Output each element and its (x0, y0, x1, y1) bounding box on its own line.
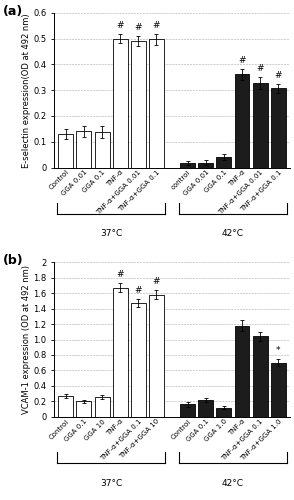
Bar (216, 157, 231, 168)
Text: #: # (116, 21, 124, 30)
Text: #: # (153, 277, 160, 286)
Bar (198, 400, 213, 417)
Bar (76, 132, 91, 168)
Text: #: # (256, 64, 264, 72)
Text: (b): (b) (2, 254, 23, 268)
Bar (216, 408, 231, 417)
Text: #: # (135, 22, 142, 32)
Bar (180, 404, 195, 417)
Bar (149, 39, 164, 168)
Bar (76, 402, 91, 417)
Text: #: # (116, 270, 124, 279)
Bar (58, 134, 73, 168)
Bar (253, 83, 268, 168)
Text: *: * (276, 346, 280, 355)
Bar (235, 326, 250, 417)
Text: #: # (238, 56, 246, 64)
Text: #: # (135, 286, 142, 295)
Bar (113, 288, 128, 417)
Bar (180, 163, 195, 168)
Bar (235, 74, 250, 168)
Bar (95, 396, 110, 417)
Bar (149, 294, 164, 417)
Bar (253, 336, 268, 417)
Bar (58, 396, 73, 417)
Bar (271, 362, 286, 417)
Text: 37°C: 37°C (100, 230, 122, 238)
Text: (a): (a) (2, 5, 23, 18)
Text: 42°C: 42°C (222, 230, 244, 238)
Y-axis label: VCAM-1 expression (OD at 492 nm): VCAM-1 expression (OD at 492 nm) (22, 265, 31, 414)
Bar (113, 38, 128, 168)
Text: 42°C: 42°C (222, 478, 244, 488)
Y-axis label: E-selectin expression(OD at 492 nm): E-selectin expression(OD at 492 nm) (22, 13, 31, 168)
Bar (198, 163, 213, 168)
Text: 37°C: 37°C (100, 478, 122, 488)
Bar (131, 40, 146, 168)
Text: #: # (153, 20, 160, 30)
Bar (131, 303, 146, 417)
Text: #: # (275, 70, 282, 80)
Bar (271, 88, 286, 168)
Bar (95, 132, 110, 168)
